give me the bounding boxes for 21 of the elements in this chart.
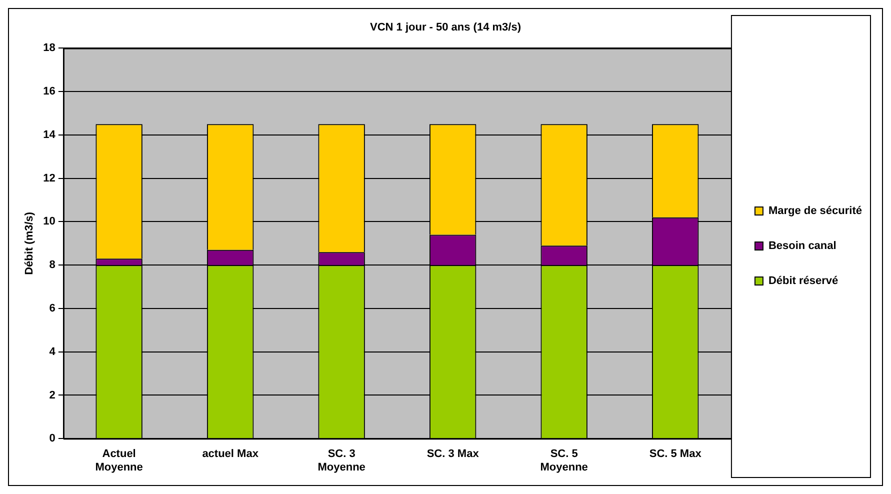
x-tick-label: SC. 3 Max xyxy=(426,448,480,460)
x-tick-label: SC. 5 Max xyxy=(649,448,702,460)
y-tick-label: 12 xyxy=(43,172,56,184)
legend-label: Besoin canal xyxy=(768,240,836,252)
legend-label: Marge de sécurité xyxy=(768,205,862,218)
x-tick-label: Actuel Moyenne xyxy=(95,448,143,474)
x-tick-label: SC. 3 Moyenne xyxy=(318,448,366,474)
y-tick-label: 16 xyxy=(43,86,56,98)
y-tick-label: 14 xyxy=(43,128,56,141)
y-tick-label: 4 xyxy=(49,346,56,358)
x-tick-label: SC. 5 Moyenne xyxy=(540,448,588,474)
chart-title: VCN 1 jour - 50 ans (14 m3/s) xyxy=(370,22,522,34)
y-tick-label: 0 xyxy=(49,432,56,445)
y-tick-label: 6 xyxy=(49,302,56,314)
y-tick-label: 2 xyxy=(49,389,56,402)
y-axis-title: Débit (m3/s) xyxy=(24,212,36,275)
y-tick-label: 8 xyxy=(49,259,56,272)
y-tick-label: 10 xyxy=(43,216,56,228)
x-tick-label: actuel Max xyxy=(202,448,260,460)
y-tick-label: 18 xyxy=(43,42,56,54)
legend-label: Débit réservé xyxy=(768,275,838,288)
